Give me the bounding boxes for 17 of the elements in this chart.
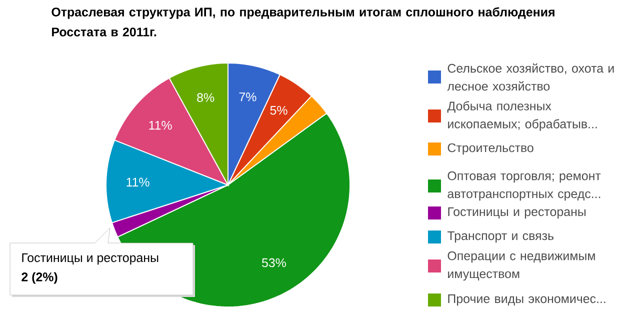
- legend-label: Операции с недвижимым имуществом: [448, 251, 595, 281]
- data-label: 53%: [262, 258, 286, 268]
- data-label: 7%: [239, 92, 256, 102]
- chart-title: Отраслевая структура ИП, по предварительным итогам сплошного наблюдения Росстата в 2011г.: [52, 7, 554, 36]
- data-label: 8%: [197, 93, 214, 102]
- text: Гостиницы и рестораны: [22, 253, 158, 265]
- legend-label: Гостиницы и рестораны: [448, 207, 586, 219]
- legend-label: Транспорт и связь: [447, 231, 554, 243]
- legend-label: Строительство: [448, 143, 534, 155]
- legend-label: Добыча полезных ископаемых; обрабатыв...: [447, 101, 597, 131]
- text: 2 (2%): [22, 272, 58, 284]
- legend-label: Сельское хозяйство, охота и лесное хозяйство: [447, 63, 614, 91]
- data-label: 11%: [149, 120, 172, 130]
- data-label: 5%: [270, 106, 288, 115]
- legend-label: Прочие виды экономичес...: [448, 294, 606, 306]
- data-label: 11%: [126, 178, 150, 187]
- legend-label: Оптовая торговля; ремонт автотранспортных средс...: [448, 171, 601, 201]
